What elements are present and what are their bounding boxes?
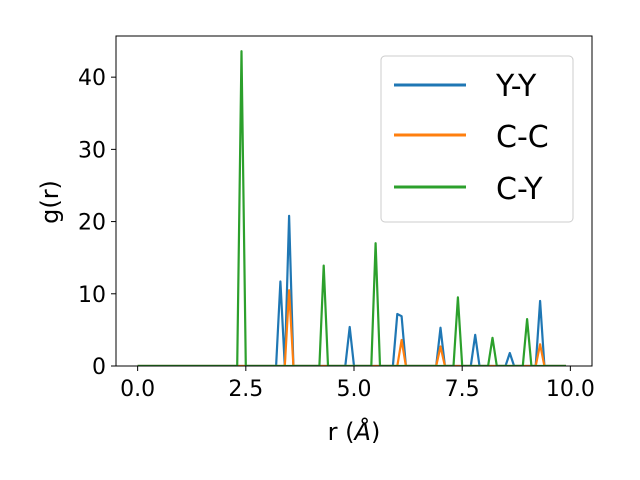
legend: Y-Y C-C C-Y [380,55,574,223]
y-tick-label: 10 [78,283,106,308]
series-line-y-y [137,214,566,366]
y-tick-label: 20 [78,211,106,236]
legend-label-y-y: Y-Y [495,69,537,104]
x-tick-label: 7.5 [445,377,480,402]
y-tick-label: 40 [78,66,106,91]
x-tick-label: 0.0 [120,377,155,402]
x-axis-label: r (Å) [328,417,381,446]
x-tick-label: 2.5 [228,377,263,402]
series-layer [137,50,566,366]
x-tick-label: 5.0 [337,377,372,402]
legend-frame [380,55,574,223]
legend-label-c-y: C-Y [496,172,543,207]
x-axis-label-main: r ( [328,418,355,446]
y-axis-label: g(r) [36,180,64,224]
y-tick-label: 30 [78,138,106,163]
legend-label-c-c: C-C [496,120,549,155]
x-axis: 0.0 2.5 5.0 7.5 10.0 [120,366,595,402]
x-tick-label: 10.0 [546,377,595,402]
y-tick-label: 0 [92,355,106,380]
x-axis-label-unit: Å [353,417,371,446]
y-axis: 0 10 20 30 40 [78,66,116,380]
x-axis-label-close: ) [371,418,380,446]
series-line-c-c [137,289,566,366]
